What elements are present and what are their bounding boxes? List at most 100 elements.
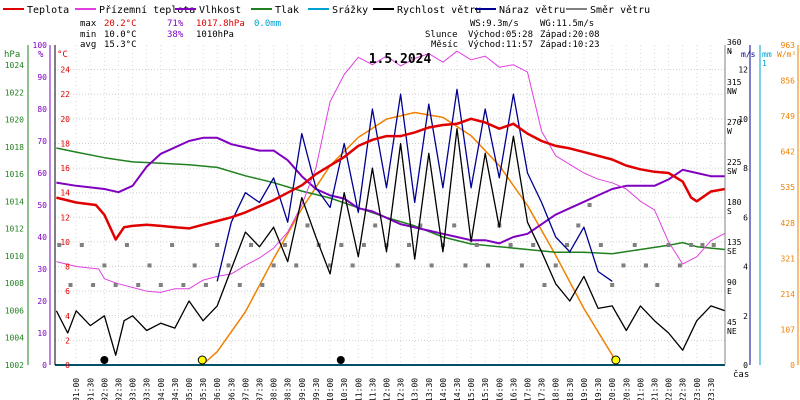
series-line-rychlost-v-tru [55, 128, 726, 356]
wm2-tick-label: 749 [781, 112, 796, 121]
hpa-tick-label: 1014 [5, 197, 24, 206]
legend-label: Teplota [27, 5, 69, 16]
wind-direction-point [598, 243, 603, 247]
pct-tick-label: 30 [37, 265, 47, 274]
legend: Teplota Přízemní teplota Vlhkost Tlak Sr… [3, 4, 650, 16]
series-line-p-zemn-teplota [56, 50, 726, 293]
wind-direction-point [384, 243, 389, 247]
wm2-tick-label: 214 [781, 290, 796, 299]
wind-direction-point [113, 283, 118, 287]
time-tick-label: 01:30 [86, 378, 95, 400]
wind-direction-point [124, 243, 129, 247]
c-tick-label: 10 [60, 238, 70, 247]
dir-tick-label: N [727, 47, 732, 56]
wind-direction-point [226, 263, 231, 268]
stat-min-hum: 38% [167, 30, 184, 40]
tick-labels: 01:00 01:30 02:00 02:30 03:00 03:30 04:00 04:30… [5, 38, 795, 400]
wm2-tick-label: 0 [790, 361, 795, 370]
wind-direction-point [542, 283, 547, 287]
pct-tick-label: 90 [37, 73, 47, 82]
moon-marker [100, 356, 109, 364]
dir-tick-label: SE [727, 247, 737, 256]
time-tick-label: 04:30 [171, 378, 180, 400]
time-tick-label: 07:00 [241, 378, 250, 400]
deg-tick-label: 270 [727, 118, 742, 127]
time-tick-label: 06:00 [213, 378, 222, 400]
wind-direction-point [700, 243, 705, 247]
time-tick-label: 05:00 [185, 378, 194, 400]
astro-info: WS:9.3m/s WG:11.5m/s Slunce Východ:05:28… [425, 19, 600, 50]
stat-min-temp: 10.0°C [104, 30, 137, 40]
pct-tick-label: 10 [37, 329, 47, 338]
series-line-slune-n-z-en- [201, 111, 617, 366]
wind-direction-point [328, 263, 333, 268]
time-tick-label: 04:00 [157, 378, 166, 400]
wind-direction-point [136, 283, 141, 287]
time-tick-label: 23:30 [707, 378, 716, 400]
wind-direction-point [339, 243, 344, 247]
wind-direction-point [102, 263, 107, 268]
stat-avg-temp: 15.3°C [104, 40, 137, 50]
wind-direction-point [418, 223, 423, 228]
dir-tick-label: NW [727, 87, 737, 96]
legend-item-srazky: Srážky [308, 4, 368, 16]
hpa-tick-label: 1018 [5, 143, 24, 152]
wind-direction-point [158, 283, 163, 287]
legend-item-rychlost-vetru: Rychlost větru [373, 4, 481, 16]
c-tick-label: 2 [65, 336, 70, 345]
deg-axis-title: ° [728, 50, 733, 60]
hpa-tick-label: 1002 [5, 361, 24, 370]
c-tick-label: 14 [60, 189, 70, 198]
mm-tick-label: 1 [762, 59, 767, 68]
wind-direction-point [610, 283, 615, 287]
stat-max-hum: 71% [167, 19, 184, 29]
c-tick-label: 22 [60, 90, 70, 99]
wind-direction-point [519, 263, 524, 268]
wind-speed-readout: WS:9.3m/s [470, 19, 519, 29]
ms-tick-label: 10 [738, 115, 748, 124]
time-tick-label: 10:30 [340, 378, 349, 400]
legend-item-vlhkost: Vlhkost [175, 5, 241, 16]
time-tick-label: 23:00 [693, 378, 702, 400]
time-tick-label: 07:30 [256, 378, 265, 400]
series-line-n-raz-v-tru [216, 88, 613, 282]
stat-max-temp: 20.2°C [104, 19, 137, 29]
wind-direction-point [57, 243, 62, 247]
pct-tick-label: 100 [33, 41, 48, 50]
legend-item-teplota: Teplota [3, 5, 69, 16]
wind-direction-point [305, 223, 310, 228]
dir-tick-label: NE [727, 327, 737, 336]
time-tick-label: 03:30 [143, 378, 152, 400]
time-tick-label: 20:30 [622, 378, 631, 400]
dir-tick-label: S [727, 207, 732, 216]
wind-direction-point [68, 283, 73, 287]
wind-direction-point [508, 243, 513, 247]
stats-block: max 20.2°C 71% 1017.8hPa 0.0mm min 10.0°… [80, 19, 281, 50]
wind-direction-point [237, 283, 242, 287]
deg-tick-label: 180 [727, 198, 742, 207]
c-tick-label: 4 [65, 312, 70, 321]
wind-direction-point [181, 283, 186, 287]
sun-label: Slunce [425, 30, 458, 40]
legend-label: Směr větru [590, 4, 650, 16]
wind-direction-point [644, 263, 649, 268]
wind-direction-point [407, 243, 412, 247]
plot-area [55, 45, 725, 365]
hpa-tick-label: 1012 [5, 225, 24, 234]
legend-label: Tlak [275, 5, 299, 16]
hpa-tick-label: 1010 [5, 252, 24, 261]
wind-direction-point [79, 243, 84, 247]
wind-direction-point [271, 263, 276, 268]
time-tick-label: 11:30 [368, 378, 377, 400]
moon-rise: Východ:11:57 [468, 40, 533, 50]
pct-tick-label: 50 [37, 201, 47, 210]
time-tick-label: 05:30 [199, 378, 208, 400]
wind-direction-point [655, 283, 660, 287]
legend-item-naraz-vetru: Náraz větru [475, 4, 565, 16]
wind-direction-point [350, 263, 355, 268]
time-tick-label: 15:00 [467, 378, 476, 400]
stat-max-rain: 0.0mm [254, 19, 281, 29]
c-tick-label: 16 [60, 164, 70, 173]
sunrise-marker [197, 355, 207, 365]
